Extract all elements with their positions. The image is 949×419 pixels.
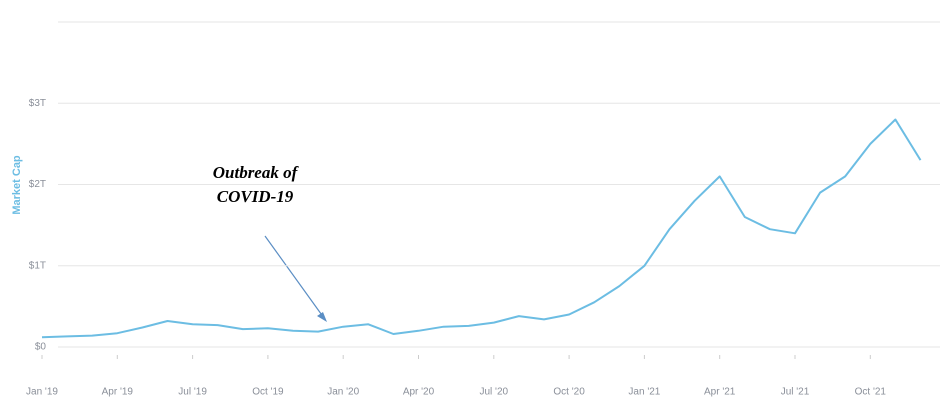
x-tick-label: Jul '21 — [781, 387, 810, 398]
annotation-arrow — [264, 235, 325, 319]
y-tick-label: $1T — [29, 260, 46, 271]
x-tick-label: Oct '19 — [252, 387, 284, 398]
x-tick-label: Jul '20 — [480, 387, 509, 398]
y-axis-label: Market Cap — [11, 155, 23, 215]
annotation: Outbreak of — [213, 163, 300, 182]
y-tick-label: $0 — [35, 342, 47, 353]
arrow-head — [317, 312, 327, 322]
y-tick-label: $2T — [29, 179, 46, 190]
annotation: COVID-19 — [217, 187, 294, 206]
x-tick-label: Apr '20 — [403, 387, 435, 398]
x-tick-label: Jul '19 — [178, 387, 207, 398]
x-tick-label: Apr '21 — [704, 387, 736, 398]
x-tick-label: Apr '19 — [102, 387, 134, 398]
x-tick-label: Jan '20 — [327, 387, 359, 398]
y-tick-label: $3T — [29, 98, 46, 109]
x-tick-label: Oct '21 — [855, 387, 887, 398]
data-line — [41, 118, 922, 339]
x-tick-label: Oct '20 — [553, 387, 585, 398]
x-tick-label: Jan '21 — [628, 387, 660, 398]
x-tick-label: Jan '19 — [26, 387, 58, 398]
